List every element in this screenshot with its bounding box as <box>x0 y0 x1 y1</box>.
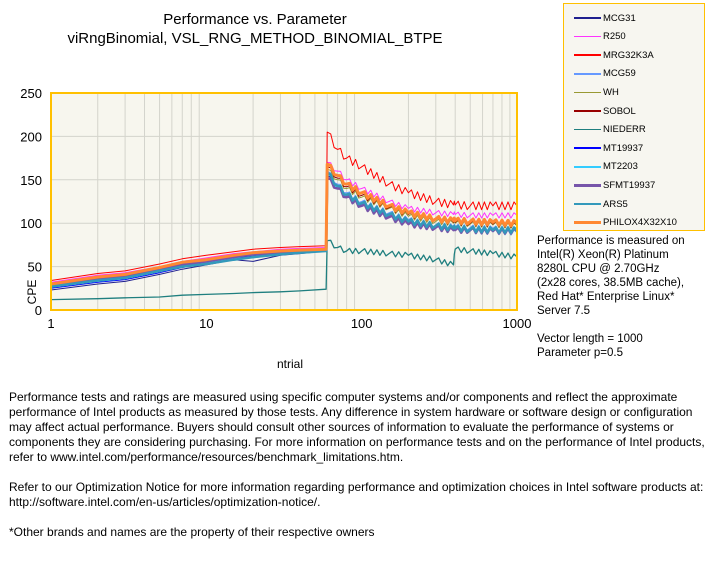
info-line: Red Hat* Enterprise Linux* <box>537 291 675 303</box>
legend-item: MT2203 <box>574 160 638 174</box>
legend-label: MT19937 <box>603 142 644 154</box>
info-line: Intel(R) Xeon(R) Platinum <box>537 249 669 261</box>
legend-item: SFMT19937 <box>574 178 655 192</box>
legend-label: SOBOL <box>603 105 636 117</box>
y-tick-label: 250 <box>20 86 42 101</box>
legend-label: WH <box>603 86 619 98</box>
legend-label: MT2203 <box>603 161 638 173</box>
legend-swatch <box>574 110 601 112</box>
legend-item: MT19937 <box>574 141 643 155</box>
info-line: (2x28 cores, 38.5MB cache), <box>537 277 685 289</box>
legend-swatch <box>574 128 601 131</box>
series-line-ars5 <box>50 171 518 288</box>
legend-swatch <box>574 166 601 168</box>
legend-swatch <box>574 17 601 19</box>
legend-label: MCG59 <box>603 68 636 80</box>
x-tick-label: 100 <box>351 316 373 331</box>
legend-label: SFMT19937 <box>603 179 656 191</box>
y-tick-label: 50 <box>28 260 42 275</box>
system-info: Performance is measured on Intel(R) Xeon(… <box>537 234 715 360</box>
legend-swatch <box>574 73 601 75</box>
y-tick-label: 0 <box>35 303 42 318</box>
legend-swatch <box>574 184 601 187</box>
legend-label: PHILOX4X32X10 <box>603 217 677 229</box>
y-tick-label: 100 <box>20 216 42 231</box>
legend-item: MCG59 <box>574 67 636 81</box>
legend-item: MRG32K3A <box>574 48 654 62</box>
x-axis-label: ntrial <box>277 357 303 371</box>
info-line: Server 7.5 <box>537 305 591 317</box>
legend-item: PHILOX4X32X10 <box>574 216 677 230</box>
legend-swatch <box>574 221 601 225</box>
legend-swatch <box>574 91 601 94</box>
footer-disclaimer: Performance tests and ratings are measur… <box>9 390 709 555</box>
legend-swatch <box>574 202 601 206</box>
performance-disclaimer: Performance tests and ratings are measur… <box>9 390 705 464</box>
legend-swatch <box>574 35 601 38</box>
legend-label: MCG31 <box>603 12 636 24</box>
legend-label: MRG32K3A <box>603 49 654 61</box>
y-tick-label: 200 <box>20 129 42 144</box>
chart-title-line1: Performance vs. Parameter <box>163 11 347 28</box>
legend-item: ARS5 <box>574 197 628 211</box>
chart-title: Performance vs. Parameter viRngBinomial,… <box>20 10 490 48</box>
info-line: Performance is measured on <box>537 235 685 247</box>
legend-label: NIEDERR <box>603 124 646 136</box>
legend-item: MCG31 <box>574 11 636 25</box>
y-axis-label: CPE <box>25 280 39 305</box>
optimization-notice: Refer to our Optimization Notice for mor… <box>9 480 704 509</box>
series-line-mrg32k3a <box>50 131 518 281</box>
series-line-philox4x32x10 <box>50 162 519 286</box>
series-line-niederr <box>50 239 518 301</box>
legend-swatch <box>574 147 601 149</box>
legend-label: ARS5 <box>603 198 628 210</box>
plot-border <box>50 92 518 311</box>
x-tick-label: 1 <box>47 316 54 331</box>
info-line <box>537 318 715 332</box>
legend-label: R250 <box>603 31 626 43</box>
legend-item: WH <box>574 85 619 99</box>
legend-item: R250 <box>574 30 626 44</box>
x-tick-label: 1000 <box>503 316 532 331</box>
info-line: Parameter p=0.5 <box>537 347 623 359</box>
legend: MCG31 R250 MRG32K3A MCG59 WH SOBOL NIEDERR MT19… <box>563 3 705 231</box>
x-tick-label: 10 <box>199 316 213 331</box>
chart-title-line2: viRngBinomial, VSL_RNG_METHOD_BINOMIAL_B… <box>67 30 443 47</box>
info-line: 8280L CPU @ 2.70GHz <box>537 263 660 275</box>
y-tick-label: 150 <box>20 173 42 188</box>
legend-swatch <box>574 54 601 56</box>
legend-item: NIEDERR <box>574 123 646 137</box>
chart: 0 50 100 150 200 250 1 10 100 1000 CPE ntrial <box>20 86 532 371</box>
info-line: Vector length = 1000 <box>537 333 643 345</box>
legend-item: SOBOL <box>574 104 636 118</box>
trademark-notice: *Other brands and names are the property… <box>9 525 375 539</box>
